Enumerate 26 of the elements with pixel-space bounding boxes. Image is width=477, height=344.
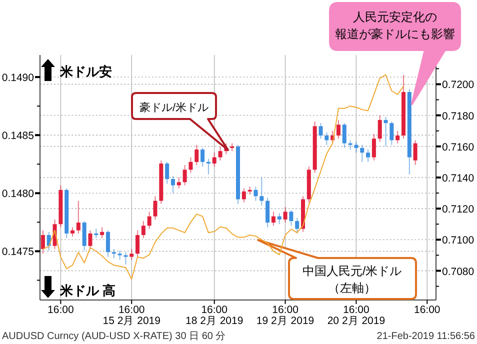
annotation: 豪ドル/米ドル [139, 101, 209, 114]
y2-tick-label: 0.7140 [442, 172, 474, 184]
y2-tick-label: 0.7080 [442, 266, 474, 278]
x-tick-label: 16:00 [414, 304, 440, 316]
annotation: 米ドル安 [59, 64, 112, 79]
annotation: （左軸） [328, 281, 376, 295]
y-tick-label: 0.1475 [2, 246, 34, 258]
text: 21-Feb-2019 11:56:56 [376, 331, 476, 342]
x-tick-label: 16:00 15 2月 2019 [102, 304, 161, 327]
annotation: 中国人民元/米ドル [302, 264, 402, 278]
text: 報道が豪ドルにも影響 [335, 27, 455, 41]
x-tick-label: 16:00 20 2月 2019 [327, 304, 386, 327]
text: AUDUSD Curncy (AUD-USD X-RATE) 30 日 60 分 [2, 330, 226, 342]
y-tick-label: 0.1490 [2, 72, 34, 84]
annotation: 米ドル 高 [59, 283, 116, 298]
x-tick-label: 16:00 18 2月 2019 [186, 304, 244, 327]
x-tick-label: 16:00 [48, 304, 74, 316]
y2-tick-label: 0.7160 [442, 141, 474, 154]
y2-tick-label: 0.7120 [442, 204, 474, 216]
y-tick-label: 0.1485 [2, 130, 34, 142]
x-tick-label: 16:00 19 2月 2019 [256, 304, 314, 327]
y2-tick-label: 0.7100 [442, 234, 474, 247]
y-tick-label: 0.1480 [2, 188, 34, 200]
y2-tick-label: 0.7200 [442, 79, 474, 92]
text: 人民元安定化の [353, 10, 437, 24]
y2-tick-label: 0.7180 [442, 110, 474, 122]
